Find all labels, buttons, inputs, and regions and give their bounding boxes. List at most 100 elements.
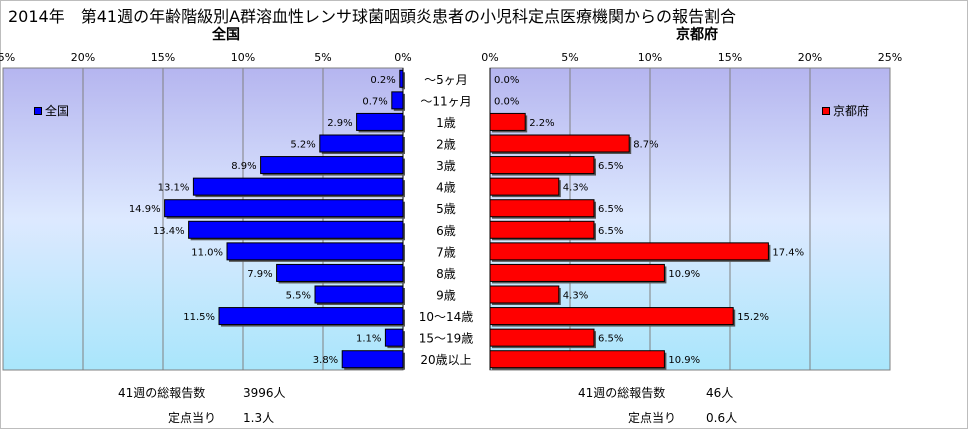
national-bar xyxy=(341,350,404,369)
kyoto-bar xyxy=(489,112,526,131)
kyoto-panel-title: 京都府 xyxy=(676,27,718,43)
kyoto-legend: 京都府 xyxy=(822,102,869,119)
kyoto-data-label: 6.5% xyxy=(598,204,623,215)
kyoto-data-label: 0.0% xyxy=(494,96,519,107)
national-data-label: 0.7% xyxy=(362,96,387,107)
national-bar xyxy=(399,69,404,88)
kyoto-tick-label: 0% xyxy=(481,51,498,64)
national-bar xyxy=(218,307,404,326)
category-label: 5歳 xyxy=(436,202,456,216)
kyoto-data-label: 4.3% xyxy=(563,291,588,302)
kyoto-data-label: 6.5% xyxy=(598,334,623,345)
kyoto-bar xyxy=(489,263,665,282)
kyoto-data-label: 17.4% xyxy=(772,247,804,258)
category-label: 8歳 xyxy=(436,267,456,281)
national-data-label: 11.5% xyxy=(183,312,215,323)
kyoto-total-label: 41週の総報告数 xyxy=(578,386,666,400)
kyoto-data-label: 4.3% xyxy=(563,183,588,194)
national-bar xyxy=(314,285,404,304)
national-data-label: 7.9% xyxy=(247,269,272,280)
national-data-label: 14.9% xyxy=(129,204,161,215)
kyoto-tick-label: 15% xyxy=(718,51,742,64)
kyoto-legend-swatch xyxy=(822,106,830,115)
kyoto-bar xyxy=(489,199,595,218)
kyoto-bar xyxy=(489,328,595,347)
page-title: 2014年 第41週の年齢階級別A群溶血性レンサ球菌咽頭炎患者の小児科定点医療機… xyxy=(8,7,737,26)
category-label: 6歳 xyxy=(436,224,456,238)
national-data-label: 0.2% xyxy=(370,75,395,86)
category-label: 2歳 xyxy=(436,138,456,152)
national-tick-label: 0% xyxy=(394,51,411,64)
national-legend-swatch xyxy=(34,106,42,115)
category-label: 3歳 xyxy=(436,159,456,173)
kyoto-bar xyxy=(489,285,560,304)
national-tick-label: 20% xyxy=(71,51,95,64)
kyoto-data-label: 2.2% xyxy=(529,118,554,129)
national-data-label: 1.1% xyxy=(356,334,381,345)
national-bar xyxy=(164,199,404,218)
national-tick-label: 15% xyxy=(151,51,175,64)
national-data-label: 8.9% xyxy=(231,161,256,172)
category-label: 10～14歳 xyxy=(419,310,474,324)
kyoto-tick-label: 5% xyxy=(561,51,578,64)
national-legend: 全国 xyxy=(34,102,69,119)
national-bar xyxy=(226,242,404,261)
category-label: 20歳以上 xyxy=(420,353,471,367)
kyoto-data-label: 6.5% xyxy=(598,226,623,237)
kyoto-bar xyxy=(489,156,595,175)
kyoto-tick-label: 10% xyxy=(638,51,662,64)
national-data-label: 5.5% xyxy=(286,291,311,302)
national-data-label: 5.2% xyxy=(290,140,315,151)
kyoto-data-label: 10.9% xyxy=(668,269,700,280)
kyoto-bar xyxy=(489,220,595,239)
kyoto-data-label: 15.2% xyxy=(737,312,769,323)
national-data-label: 2.9% xyxy=(327,118,352,129)
kyoto-tick-label: 25% xyxy=(878,51,902,64)
category-label: 4歳 xyxy=(436,181,456,195)
category-label: ～11ヶ月 xyxy=(420,94,471,108)
national-bar xyxy=(260,156,404,175)
kyoto-per-value: 0.6人 xyxy=(706,411,738,425)
national-per-label: 定点当り xyxy=(168,411,217,425)
national-bar xyxy=(384,328,404,347)
kyoto-data-label: 10.9% xyxy=(668,355,700,366)
kyoto-data-label: 8.7% xyxy=(633,140,658,151)
kyoto-total-value: 46人 xyxy=(706,386,734,400)
category-label: 15～19歳 xyxy=(419,332,474,346)
national-data-label: 13.1% xyxy=(158,183,190,194)
national-tick-label: 5% xyxy=(314,51,331,64)
kyoto-bar xyxy=(489,134,630,153)
national-data-label: 3.8% xyxy=(313,355,338,366)
national-bar xyxy=(188,220,404,239)
national-bar xyxy=(356,112,404,131)
kyoto-bar xyxy=(489,177,560,196)
kyoto-bar xyxy=(489,242,769,261)
kyoto-tick-label: 20% xyxy=(798,51,822,64)
national-bar xyxy=(319,134,404,153)
category-label: 7歳 xyxy=(436,245,456,259)
national-bar xyxy=(276,263,404,282)
national-panel-title: 全国 xyxy=(212,27,240,43)
kyoto-bar xyxy=(489,307,734,326)
national-total-label: 41週の総報告数 xyxy=(118,386,206,400)
kyoto-data-label: 6.5% xyxy=(598,161,623,172)
national-tick-label: 10% xyxy=(231,51,255,64)
national-total-value: 3996人 xyxy=(243,386,286,400)
national-bar xyxy=(391,91,404,110)
kyoto-plot-area: 0% 5% 10% 15% 20% 25% 0.0% 0.0% 2.2% 8.7% 6.5% 4.3%… xyxy=(481,51,902,371)
kyoto-data-label: 0.0% xyxy=(494,75,519,86)
national-data-label: 11.0% xyxy=(191,247,223,258)
kyoto-bar xyxy=(489,350,665,369)
category-label: 9歳 xyxy=(436,289,456,303)
national-bar xyxy=(192,177,404,196)
category-label: ～5ヶ月 xyxy=(424,73,468,87)
national-legend-label: 全国 xyxy=(45,104,70,118)
national-plot-area: 0% 5% 10% 15% 20% 25% 0.2% 0.7% 2.9% 5.2% 8.9% 13.1… xyxy=(0,51,412,371)
kyoto-legend-label: 京都府 xyxy=(833,104,870,118)
category-axis: ～5ヶ月 ～11ヶ月 1歳 2歳 3歳 4歳 5歳 6歳 7歳 8歳 9歳 10～14歳 15～19歳 2… xyxy=(419,73,474,367)
national-per-value: 1.3人 xyxy=(243,411,275,425)
category-label: 1歳 xyxy=(436,116,456,130)
national-data-label: 13.4% xyxy=(153,226,185,237)
kyoto-per-label: 定点当り xyxy=(628,411,677,425)
